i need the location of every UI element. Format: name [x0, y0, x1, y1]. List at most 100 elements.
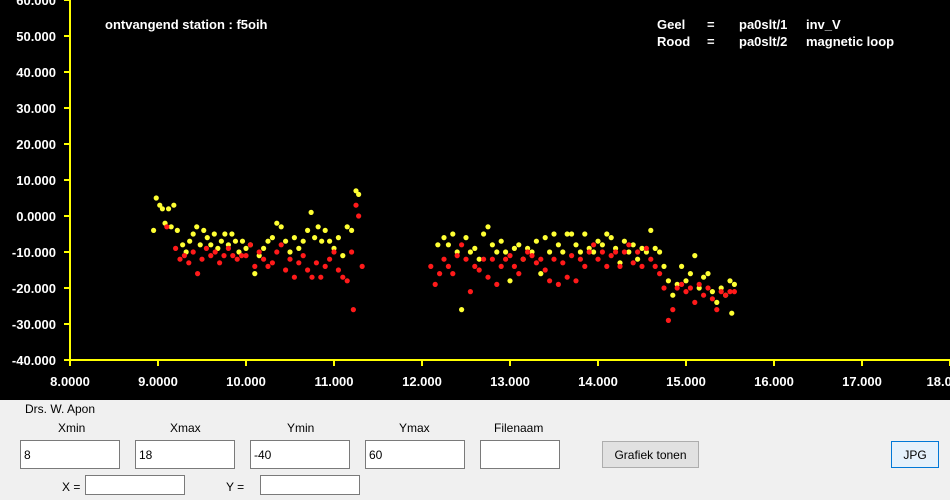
y-tick-label: -40.000 — [12, 353, 56, 368]
chart-title: ontvangend station : f5oih — [105, 17, 268, 32]
data-point — [683, 289, 689, 295]
data-point — [221, 253, 227, 259]
data-point — [177, 256, 183, 262]
data-point — [454, 253, 460, 259]
data-point — [467, 289, 473, 295]
xmax-input[interactable] — [135, 440, 235, 469]
author-label: Drs. W. Apon — [25, 402, 96, 416]
data-point — [525, 245, 531, 251]
data-point — [204, 235, 210, 241]
data-point — [256, 253, 262, 259]
data-point — [327, 256, 333, 262]
data-point — [639, 263, 645, 269]
data-point — [428, 263, 434, 269]
data-point — [498, 263, 504, 269]
data-point — [489, 256, 495, 262]
data-point — [481, 231, 487, 237]
data-point — [498, 238, 504, 244]
data-point — [679, 281, 685, 287]
x-tick-label: 9.0000 — [138, 374, 178, 389]
x-tick-label: 17.000 — [842, 374, 882, 389]
data-point — [577, 249, 584, 255]
data-point — [635, 249, 641, 255]
data-point — [573, 242, 579, 248]
data-point — [547, 278, 553, 284]
y-tick-label: -20.000 — [12, 281, 56, 296]
data-point — [222, 231, 228, 237]
data-point — [586, 249, 592, 255]
data-point — [674, 285, 680, 291]
ymax-input[interactable] — [365, 440, 465, 469]
x-tick-label: 11.000 — [314, 374, 353, 389]
legend: Geel = pa0slt/1 inv_V Rood = pa0slt/2 magnetic … — [657, 17, 894, 49]
data-point — [181, 253, 187, 259]
data-point — [674, 281, 680, 287]
data-point — [569, 231, 575, 237]
y-tick-label: -10.000 — [12, 245, 56, 260]
y-tick-label: 40.000 — [16, 65, 56, 80]
data-point — [195, 271, 201, 277]
x-tick-label: 10.000 — [226, 374, 266, 389]
ymax-label: Ymax — [399, 421, 430, 435]
filename-input[interactable] — [480, 440, 560, 469]
data-point — [683, 278, 689, 284]
data-point — [692, 299, 698, 305]
data-point — [278, 242, 284, 248]
data-point — [445, 242, 451, 248]
data-point — [564, 274, 570, 280]
data-point — [153, 195, 159, 201]
data-point — [661, 263, 667, 269]
x-tick-label: 13.000 — [490, 374, 530, 389]
data-point — [591, 242, 597, 248]
data-point — [164, 224, 170, 230]
y-tick-labels: 60.000 50.000 40.000 30.000 20.000 10.000 0.00… — [12, 0, 70, 368]
data-point — [432, 281, 438, 287]
data-point — [459, 242, 465, 248]
data-point — [287, 249, 293, 255]
y-tick-label: 10.000 — [16, 173, 56, 188]
data-point — [472, 263, 478, 269]
data-point — [349, 249, 355, 255]
data-point — [701, 274, 707, 280]
data-point — [194, 224, 200, 230]
data-point — [538, 256, 544, 262]
data-point — [687, 271, 694, 277]
jpg-button[interactable]: JPG — [891, 441, 939, 468]
data-point — [635, 256, 641, 262]
data-point — [319, 238, 325, 244]
data-point — [305, 227, 311, 233]
data-point — [520, 256, 526, 262]
ymin-input[interactable] — [250, 440, 350, 469]
show-chart-button[interactable]: Grafiek tonen — [602, 441, 699, 468]
data-point — [230, 253, 236, 259]
data-point — [309, 274, 315, 280]
data-point — [696, 281, 702, 287]
x-tick-label: 14.000 — [578, 374, 618, 389]
data-point — [731, 289, 738, 295]
data-point — [356, 191, 362, 197]
data-point — [729, 310, 735, 316]
data-point — [599, 242, 606, 248]
x-tick-label: 16.000 — [754, 374, 794, 389]
data-point — [243, 245, 249, 251]
data-point — [670, 307, 676, 313]
data-point — [560, 249, 566, 255]
data-point — [608, 253, 614, 259]
data-point — [696, 285, 702, 291]
data-point — [687, 285, 694, 291]
data-point — [582, 231, 588, 237]
data-point — [599, 249, 606, 255]
x-coord-input[interactable] — [85, 475, 185, 495]
data-point — [247, 242, 253, 248]
data-point — [269, 260, 275, 266]
data-point — [591, 249, 597, 255]
data-point — [489, 242, 495, 248]
data-point — [476, 267, 482, 273]
data-point — [511, 245, 517, 251]
data-point — [577, 256, 584, 262]
data-point — [714, 307, 720, 313]
y-coord-input[interactable] — [260, 475, 360, 495]
xmin-input[interactable] — [20, 440, 120, 469]
data-point — [560, 260, 566, 266]
data-point — [445, 263, 451, 269]
